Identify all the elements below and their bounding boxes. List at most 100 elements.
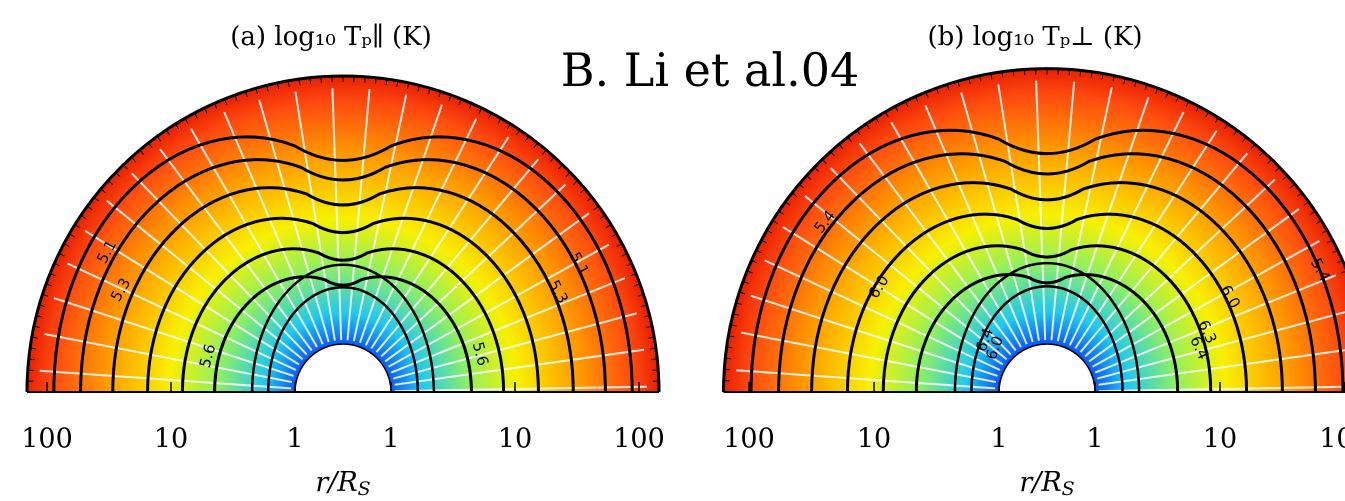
angle-tick xyxy=(184,118,189,124)
angle-tick xyxy=(515,129,521,136)
x-tick-label: 100 xyxy=(613,424,665,455)
angle-tick xyxy=(1195,106,1200,112)
angle-tick xyxy=(565,172,571,178)
contour-line xyxy=(111,186,575,393)
angle-tick xyxy=(80,214,87,220)
angle-tick xyxy=(36,315,43,318)
angle-tick xyxy=(605,224,612,229)
angle-tick xyxy=(651,358,658,361)
field-line xyxy=(294,91,336,341)
angle-tick xyxy=(1214,117,1219,123)
angle-tick xyxy=(735,302,742,305)
angle-tick xyxy=(266,85,269,92)
field-line xyxy=(364,118,478,346)
angle-tick xyxy=(1242,136,1247,143)
angle-tick xyxy=(1303,201,1310,206)
angle-tick xyxy=(593,205,599,211)
angle-tick xyxy=(847,136,852,143)
angle-tick xyxy=(791,192,798,197)
angle-tick xyxy=(45,283,52,287)
x-tick-label: 10 xyxy=(154,424,188,455)
field-line xyxy=(960,92,1034,343)
angle-tick xyxy=(968,77,971,85)
contour-line xyxy=(881,244,1213,393)
angle-tick xyxy=(131,156,136,162)
x-tick-label: 1 xyxy=(286,424,303,455)
angle-tick xyxy=(1224,123,1229,130)
angle-tick xyxy=(33,325,40,329)
angle-tick xyxy=(726,346,733,349)
outer-boundary xyxy=(25,74,661,393)
contour-line xyxy=(749,128,1345,393)
angle-tick xyxy=(640,304,647,308)
field-line xyxy=(159,148,313,352)
angle-tick xyxy=(830,151,835,157)
x-tick-label: 1 xyxy=(382,424,399,455)
angle-tick xyxy=(643,315,650,318)
field-line xyxy=(829,167,1012,356)
angle-tick xyxy=(28,358,35,361)
angle-tick xyxy=(914,96,919,103)
angle-tick xyxy=(732,313,740,316)
angle-tick xyxy=(599,214,606,220)
field-line xyxy=(346,89,371,341)
field-line xyxy=(358,104,443,344)
angle-tick xyxy=(165,129,171,136)
inner-boundary xyxy=(998,343,1096,393)
contour-line xyxy=(180,247,506,393)
angle-tick xyxy=(728,335,735,338)
angle-tick xyxy=(798,183,805,189)
x-axis-label-main: r/R xyxy=(315,467,357,498)
angle-tick xyxy=(115,172,121,178)
angle-tick xyxy=(148,142,153,149)
angle-tick xyxy=(1112,75,1115,82)
angle-tick xyxy=(990,73,993,80)
field-line xyxy=(997,84,1040,341)
angle-tick xyxy=(488,112,492,119)
angle-tick xyxy=(957,80,960,87)
x-axis-label-main: r/R xyxy=(1019,467,1061,498)
angle-tick xyxy=(396,80,399,87)
field-line xyxy=(223,111,324,345)
x-tick-label: 1 xyxy=(1086,424,1103,455)
angle-tick xyxy=(1090,71,1093,78)
contour-line xyxy=(250,263,436,393)
angle-tick xyxy=(309,77,312,84)
angle-tick xyxy=(1123,77,1126,85)
angle-tick xyxy=(856,129,861,136)
field-line xyxy=(380,183,567,358)
angle-tick xyxy=(626,263,632,267)
field-line xyxy=(1050,81,1076,341)
x-tick-label: 10 xyxy=(498,424,532,455)
angle-tick xyxy=(156,136,162,142)
angle-tick xyxy=(1296,192,1303,197)
angle-tick xyxy=(756,249,762,254)
angle-tick xyxy=(1185,101,1190,107)
x-axis-label: r/RS xyxy=(1019,467,1074,501)
angle-tick xyxy=(438,91,442,98)
angle-tick xyxy=(637,293,644,297)
field-line xyxy=(392,312,637,380)
x-tick-label: 100 xyxy=(1319,424,1345,455)
angle-tick xyxy=(194,112,198,119)
field-line xyxy=(352,94,408,342)
field-line xyxy=(1091,240,1320,368)
field-line xyxy=(1084,178,1276,358)
angle-tick xyxy=(630,273,637,277)
angle-tick xyxy=(925,91,929,98)
angle-tick xyxy=(276,82,280,89)
angle-tick xyxy=(813,166,819,172)
angle-tick xyxy=(448,94,452,101)
angle-tick xyxy=(1205,111,1210,118)
x-axis-label-sub: S xyxy=(358,478,371,500)
x-tick-label: 10 xyxy=(1203,424,1237,455)
angle-tick xyxy=(621,253,628,257)
angle-tick xyxy=(1259,151,1264,157)
angle-tick xyxy=(123,164,129,170)
angle-tick xyxy=(39,304,46,308)
angle-tick xyxy=(739,291,746,295)
angle-tick xyxy=(1233,129,1238,136)
field-line xyxy=(1088,208,1300,363)
field-line xyxy=(782,226,1004,366)
